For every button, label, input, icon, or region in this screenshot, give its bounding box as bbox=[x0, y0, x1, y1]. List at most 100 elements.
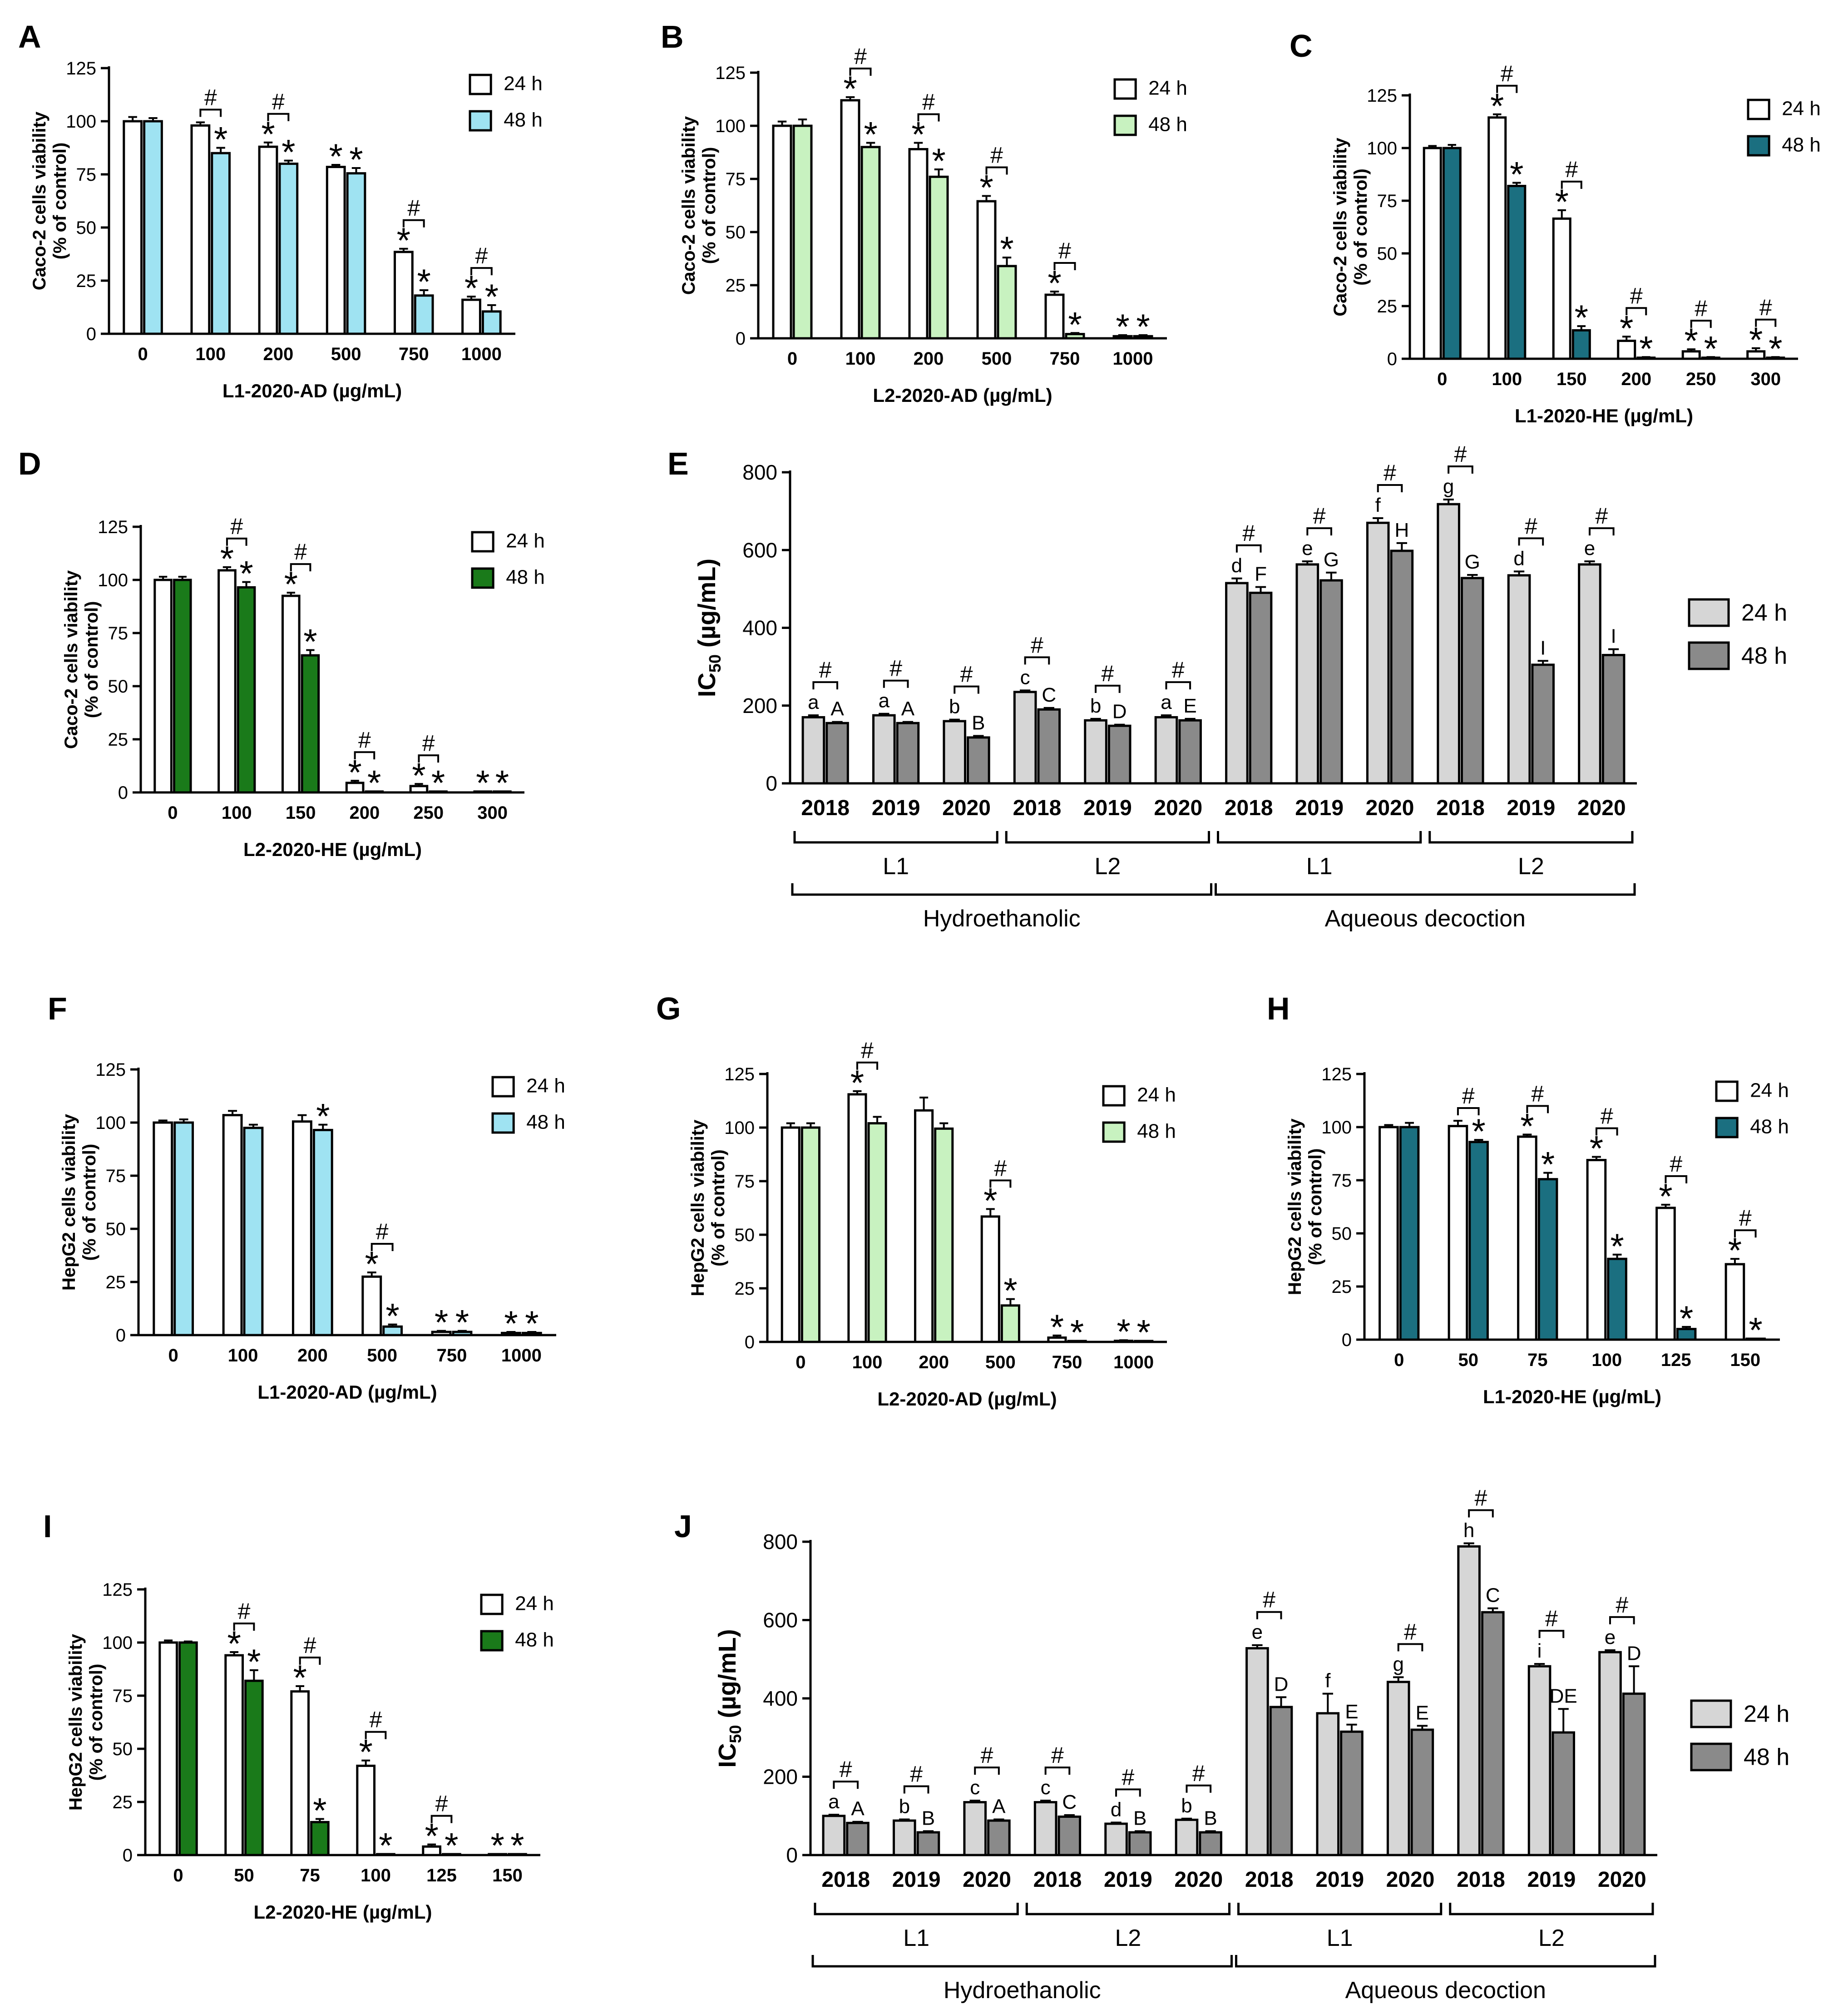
x-tick-label: 125 bbox=[426, 1866, 457, 1885]
hash-mark: # bbox=[889, 656, 902, 681]
significance-star: * bbox=[282, 132, 295, 172]
bar-48h bbox=[1601, 653, 1626, 785]
bar-48h bbox=[301, 654, 320, 794]
x-tick-label: 100 bbox=[1492, 369, 1522, 389]
y-tick-label: 25 bbox=[76, 271, 97, 291]
group-bracket bbox=[1428, 831, 1634, 844]
bar-48h bbox=[1607, 1257, 1627, 1341]
hash-mark: # bbox=[1739, 1205, 1752, 1231]
legend-label: 48 h bbox=[506, 566, 545, 589]
legend-label: 24 h bbox=[526, 1075, 565, 1097]
x-tick-label: 2020 bbox=[1154, 796, 1202, 820]
significance-bracket bbox=[849, 67, 872, 76]
y-tick-label: 0 bbox=[118, 783, 128, 803]
y-tick-label: 50 bbox=[106, 1219, 126, 1239]
significance-bracket bbox=[1397, 1643, 1423, 1652]
y-tick-label: 0 bbox=[116, 1326, 126, 1346]
significance-star: * bbox=[316, 1096, 330, 1136]
bar-24h bbox=[1527, 1665, 1552, 1856]
bar-48h bbox=[867, 1122, 887, 1343]
group-letter: I bbox=[1540, 637, 1546, 659]
bar-24h bbox=[461, 298, 481, 335]
group-letter: a bbox=[808, 691, 819, 713]
bar-24h bbox=[326, 166, 346, 335]
significance-bracket bbox=[1186, 1784, 1212, 1793]
y-axis-label: Caco-2 cells viability bbox=[30, 111, 49, 290]
bar-24h bbox=[1225, 582, 1249, 785]
x-tick-label: 50 bbox=[234, 1866, 254, 1885]
significance-bracket bbox=[418, 754, 440, 763]
legend-label: 48 h bbox=[1750, 1116, 1789, 1138]
y-tick-label: 0 bbox=[1387, 349, 1397, 369]
significance-bracket bbox=[1235, 544, 1262, 553]
bar-48h bbox=[1537, 1178, 1558, 1341]
group-letter: e bbox=[1584, 537, 1595, 559]
hash-mark: # bbox=[1384, 460, 1396, 485]
group-letter: h bbox=[1463, 1519, 1474, 1541]
y-tick-label: 25 bbox=[735, 1279, 755, 1299]
bar-24h bbox=[914, 1109, 934, 1343]
bar-48h bbox=[1552, 1731, 1575, 1856]
hash-mark: # bbox=[1475, 1485, 1487, 1510]
legend-label: 48 h bbox=[1741, 643, 1787, 669]
y-tick-label: 50 bbox=[1377, 244, 1398, 264]
legend-label: 48 h bbox=[526, 1111, 565, 1133]
extract-bracket bbox=[1215, 883, 1636, 896]
hash-mark: # bbox=[1122, 1764, 1134, 1790]
y-tick-label: 100 bbox=[715, 116, 746, 136]
group-letter: d bbox=[1231, 554, 1242, 577]
y-tick-label: 75 bbox=[735, 1172, 755, 1192]
group-bracket bbox=[1217, 831, 1422, 844]
bar-48h bbox=[1319, 579, 1343, 785]
group-letter: a bbox=[879, 690, 890, 712]
bar-24h bbox=[976, 200, 997, 340]
significance-bracket bbox=[989, 1179, 1012, 1188]
hash-mark: # bbox=[1601, 1103, 1613, 1129]
significance-bracket bbox=[883, 679, 909, 688]
significance-bracket bbox=[226, 537, 247, 546]
significance-star: * bbox=[1137, 1312, 1151, 1352]
bar-24h bbox=[1517, 1135, 1537, 1341]
hash-mark: # bbox=[407, 195, 420, 221]
significance-bracket bbox=[1053, 262, 1076, 271]
group-letter: C bbox=[1062, 1791, 1077, 1813]
significance-bracket bbox=[402, 219, 425, 228]
legend-label: 24 h bbox=[1137, 1084, 1176, 1106]
legend-label: 48 h bbox=[1148, 114, 1187, 136]
legend-label: 48 h bbox=[515, 1629, 554, 1651]
y-tick-label: 125 bbox=[95, 1060, 126, 1080]
group-letter: c bbox=[970, 1776, 980, 1799]
x-axis-label: L1-2020-AD (µg/mL) bbox=[257, 1381, 437, 1403]
bar-24h bbox=[1044, 293, 1065, 340]
bar-48h bbox=[1442, 147, 1462, 360]
legend-swatch-48h bbox=[1690, 1742, 1732, 1772]
x-tick-label: 100 bbox=[1591, 1350, 1622, 1370]
hash-mark: # bbox=[1595, 503, 1608, 529]
panel-label-i: I bbox=[43, 1509, 52, 1544]
y-tick-label: 50 bbox=[113, 1739, 133, 1759]
x-tick-label: 200 bbox=[1621, 369, 1651, 389]
bar-48h bbox=[1057, 1815, 1082, 1856]
y-axis-label: Caco-2 cells viability bbox=[1330, 137, 1350, 316]
significance-star: * bbox=[525, 1303, 539, 1343]
bar-24h bbox=[281, 594, 301, 794]
significance-star: * bbox=[1610, 1226, 1624, 1266]
y-tick-label: 100 bbox=[102, 1633, 133, 1653]
bar-48h bbox=[1399, 1126, 1420, 1341]
bar-48h bbox=[1410, 1728, 1434, 1856]
bar-24h bbox=[217, 569, 237, 794]
x-tick-label: 250 bbox=[413, 803, 444, 823]
legend-label: 24 h bbox=[1750, 1079, 1789, 1102]
significance-star: * bbox=[1116, 307, 1129, 346]
group-letter: E bbox=[1345, 1701, 1358, 1723]
group-letter: G bbox=[1465, 551, 1480, 573]
group-letter: D bbox=[1627, 1642, 1641, 1664]
x-tick-label: 100 bbox=[852, 1352, 883, 1372]
bar-24h bbox=[1295, 563, 1319, 785]
bar-24h bbox=[1552, 217, 1571, 360]
y-tick-label: 75 bbox=[1377, 191, 1398, 211]
significance-bracket bbox=[903, 1785, 929, 1794]
group-letter: d bbox=[1111, 1798, 1122, 1821]
x-axis-label: L1-2020-HE (µg/mL) bbox=[1483, 1386, 1661, 1407]
